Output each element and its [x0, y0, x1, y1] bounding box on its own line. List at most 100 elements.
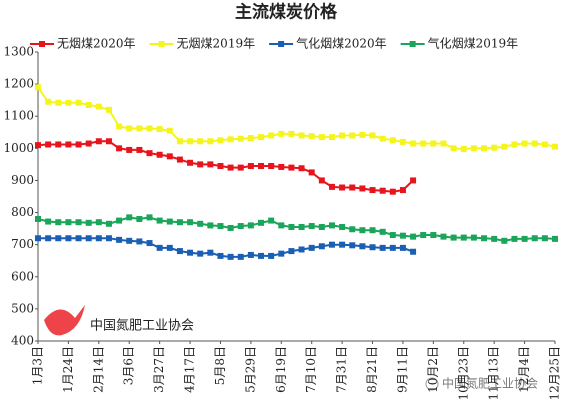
x-tick-label: 5月8日: [213, 346, 227, 385]
point: [75, 219, 82, 226]
point: [197, 138, 204, 145]
point: [247, 222, 254, 229]
point: [156, 151, 163, 158]
point: [349, 226, 356, 233]
legend-marker: [409, 41, 416, 47]
y-tick-label: 600: [11, 269, 34, 283]
point: [328, 134, 335, 141]
point: [349, 184, 356, 191]
point: [511, 235, 518, 242]
y-tick-label: 800: [11, 205, 34, 219]
point: [95, 235, 102, 242]
point: [369, 132, 376, 139]
point: [156, 244, 163, 251]
series-line: [37, 86, 556, 151]
point: [176, 248, 183, 255]
point: [501, 143, 508, 150]
point: [65, 235, 72, 242]
point: [420, 140, 427, 147]
legend-label: 无烟煤2019年: [177, 37, 256, 51]
point: [217, 252, 224, 259]
point: [420, 232, 427, 239]
legend-marker: [158, 41, 165, 47]
point: [521, 140, 528, 147]
point: [65, 141, 72, 148]
point: [156, 126, 163, 133]
point: [278, 222, 285, 229]
point: [187, 249, 194, 256]
point: [227, 253, 234, 260]
point: [237, 253, 244, 260]
point: [379, 228, 386, 235]
x-tick-label: 4月17日: [183, 346, 197, 393]
point: [298, 246, 305, 253]
point: [55, 141, 62, 148]
x-tick-label: 8月21日: [365, 346, 379, 393]
point: [55, 99, 62, 106]
point: [247, 135, 254, 142]
point: [116, 236, 123, 243]
point: [95, 138, 102, 145]
y-tick-label: 1300: [3, 45, 34, 59]
point: [85, 140, 92, 147]
point: [288, 224, 295, 231]
point: [176, 138, 183, 145]
point: [45, 218, 52, 225]
point: [116, 217, 123, 224]
point: [217, 162, 224, 169]
point: [379, 244, 386, 251]
point: [511, 141, 518, 148]
point: [237, 223, 244, 230]
point: [105, 106, 112, 113]
point: [450, 145, 457, 152]
point: [136, 238, 143, 245]
point: [399, 244, 406, 251]
point: [298, 165, 305, 172]
point: [328, 241, 335, 248]
x-tick-label: 1月3日: [31, 346, 45, 385]
point: [308, 169, 315, 176]
x-tick-label: 7月31日: [335, 346, 349, 393]
point: [85, 235, 92, 242]
point: [389, 188, 396, 195]
point: [318, 224, 325, 231]
y-tick-label: 400: [11, 334, 34, 348]
point: [389, 244, 396, 251]
legend-marker: [39, 41, 45, 47]
point: [359, 227, 366, 234]
point: [156, 217, 163, 224]
point: [399, 232, 406, 239]
point: [227, 164, 234, 171]
point: [359, 131, 366, 138]
point: [116, 123, 123, 130]
logo: [44, 305, 85, 336]
point: [359, 185, 366, 192]
point: [55, 235, 62, 242]
point: [247, 251, 254, 258]
point: [308, 223, 315, 230]
point: [126, 214, 133, 221]
point: [237, 135, 244, 142]
point: [166, 127, 173, 134]
point: [258, 219, 265, 226]
point: [430, 140, 437, 147]
point: [197, 220, 204, 227]
point: [268, 132, 275, 139]
point: [369, 187, 376, 194]
point: [187, 138, 194, 145]
point: [187, 159, 194, 166]
point: [268, 252, 275, 259]
point: [136, 125, 143, 132]
watermark: 中国氮肥工业协会: [442, 376, 538, 391]
point: [166, 244, 173, 251]
point: [278, 163, 285, 170]
point: [35, 215, 41, 222]
point: [75, 141, 82, 148]
legend-label: 气化烟煤2020年: [296, 36, 387, 51]
legend-label: 无烟煤2020年: [57, 37, 136, 51]
x-tick-label: 3月6日: [122, 346, 136, 385]
y-tick-label: 1200: [3, 77, 34, 91]
point: [410, 233, 417, 240]
x-tick-label: 2月14日: [91, 346, 105, 393]
